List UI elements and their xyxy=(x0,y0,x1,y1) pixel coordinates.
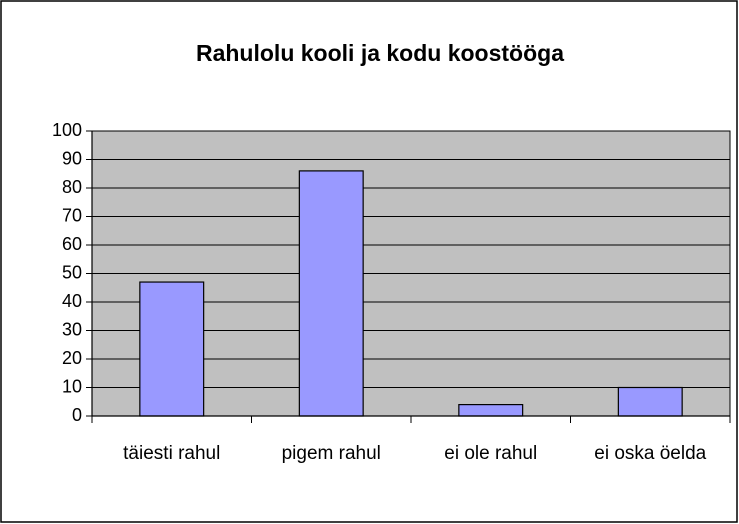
y-tick-label: 0 xyxy=(72,405,82,425)
y-tick-label: 20 xyxy=(62,348,82,368)
y-tick-label: 100 xyxy=(52,120,82,140)
y-tick-label: 80 xyxy=(62,177,82,197)
bar xyxy=(139,281,205,417)
y-tick-label: 40 xyxy=(62,291,82,311)
y-tick-label: 90 xyxy=(62,148,82,168)
y-tick-label: 70 xyxy=(62,205,82,225)
bar xyxy=(617,386,683,417)
chart-title: Rahulolu kooli ja kodu koostööga xyxy=(196,40,564,66)
bar xyxy=(458,404,524,417)
x-tick-label: ei oska öelda xyxy=(594,443,706,464)
y-tick-label: 50 xyxy=(62,262,82,282)
y-tick-label: 10 xyxy=(62,376,82,396)
y-tick-label: 30 xyxy=(62,319,82,339)
bar xyxy=(298,170,364,417)
x-tick-label: täiesti rahul xyxy=(123,443,220,464)
x-tick-label: ei ole rahul xyxy=(444,443,537,464)
x-tick-label: pigem rahul xyxy=(282,443,381,464)
y-tick-label: 60 xyxy=(62,234,82,254)
